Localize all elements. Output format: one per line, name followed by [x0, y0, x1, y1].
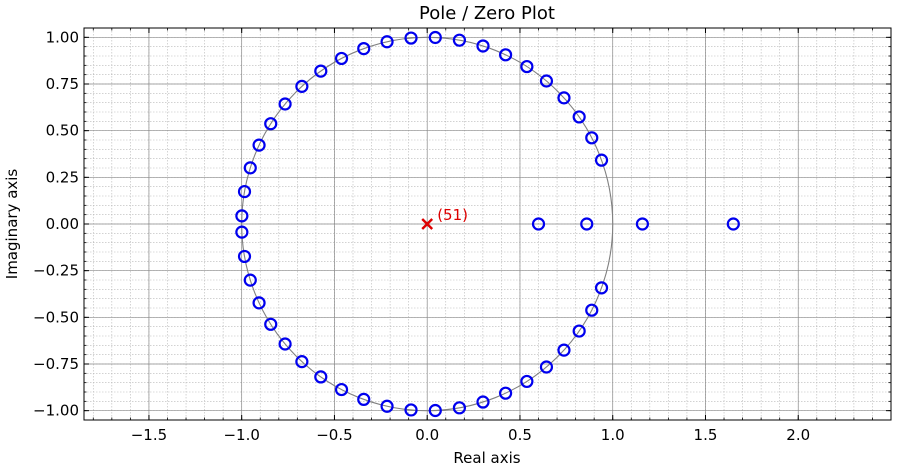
zero-marker	[278, 337, 292, 351]
x-tick-label: 0.0	[415, 426, 439, 444]
y-tick-label: −0.50	[33, 308, 79, 326]
zero-marker	[726, 217, 740, 231]
zero-marker	[357, 392, 371, 407]
zero-marker	[585, 131, 599, 145]
chart-title: Pole / Zero Plot	[419, 3, 555, 24]
zero-marker	[531, 217, 546, 231]
zero-marker	[585, 303, 599, 317]
pole-multiplicity-label: (51)	[437, 206, 468, 224]
x-tick-label: 1.0	[601, 426, 625, 444]
zero-marker	[476, 395, 490, 409]
y-tick-label: −1.00	[33, 402, 79, 420]
zero-marker	[235, 209, 249, 223]
major-grid	[84, 28, 891, 420]
y-tick-label: 0.50	[46, 122, 79, 140]
unit-circle-layer	[241, 36, 614, 412]
zero-marker	[594, 281, 609, 295]
zero-marker	[314, 370, 328, 384]
y-tick-label: 0.25	[46, 168, 79, 186]
zero-marker	[452, 401, 467, 415]
y-tick-label: −0.75	[33, 355, 79, 373]
zero-marker	[520, 374, 534, 389]
zero-marker	[539, 74, 554, 88]
zero-marker	[243, 273, 257, 287]
zero-marker	[295, 79, 309, 93]
zero-marker	[404, 403, 418, 417]
plot-frame	[83, 27, 892, 421]
x-axis-label: Real axis	[453, 449, 520, 467]
zero-marker	[572, 324, 586, 338]
y-tick-label: 0.00	[46, 215, 79, 233]
zero-marker	[295, 355, 309, 369]
zero-marker	[594, 153, 609, 167]
zero-marker	[428, 30, 442, 45]
tick-labels: −1.5 −1.0 −0.5 0.0 0.5 1.0 1.5 2.0 −1.00 −0.75 −0.…	[33, 28, 810, 444]
x-tick-label: −1.5	[131, 426, 167, 444]
zero-marker	[428, 403, 442, 418]
zero-marker	[252, 138, 266, 152]
zero-marker	[476, 39, 490, 53]
zero-marker	[278, 97, 292, 111]
x-tick-label: 0.5	[508, 426, 532, 444]
x-tick-label: 2.0	[786, 426, 810, 444]
zero-marker	[235, 225, 249, 239]
zero-marker	[539, 360, 554, 374]
y-tick-label: 0.75	[46, 75, 79, 93]
zero-marker	[557, 91, 571, 105]
zero-marker	[557, 343, 571, 357]
zero-marker	[452, 33, 467, 47]
x-tick-label: −1.0	[223, 426, 259, 444]
x-tick-label: 1.5	[694, 426, 718, 444]
zero-marker	[380, 399, 394, 413]
zero-marker	[404, 31, 418, 45]
zero-marker	[334, 382, 349, 397]
zero-marker	[264, 117, 278, 131]
zero-marker	[243, 161, 257, 175]
x-tick-label: −0.5	[316, 426, 352, 444]
zero-marker	[499, 386, 513, 400]
y-tick-label: 1.00	[46, 28, 79, 46]
zero-marker	[252, 296, 266, 310]
zero-marker	[237, 184, 252, 199]
zero-marker	[572, 110, 586, 124]
zero-marker	[499, 48, 513, 62]
zero-marker	[357, 41, 371, 56]
pole-marker	[421, 218, 434, 230]
y-tick-label: −0.25	[33, 262, 79, 280]
poles-layer: (51)	[421, 206, 468, 230]
zero-marker	[237, 249, 252, 264]
unit-circle	[241, 36, 614, 412]
zero-marker	[314, 64, 328, 78]
zero-marker	[635, 217, 650, 231]
zero-marker	[334, 51, 349, 66]
zero-marker	[264, 317, 278, 331]
zero-marker	[580, 217, 594, 231]
zero-marker	[520, 59, 534, 74]
zeros-layer	[235, 30, 740, 418]
y-axis-label: Imaginary axis	[3, 169, 21, 280]
zero-marker	[380, 35, 394, 49]
